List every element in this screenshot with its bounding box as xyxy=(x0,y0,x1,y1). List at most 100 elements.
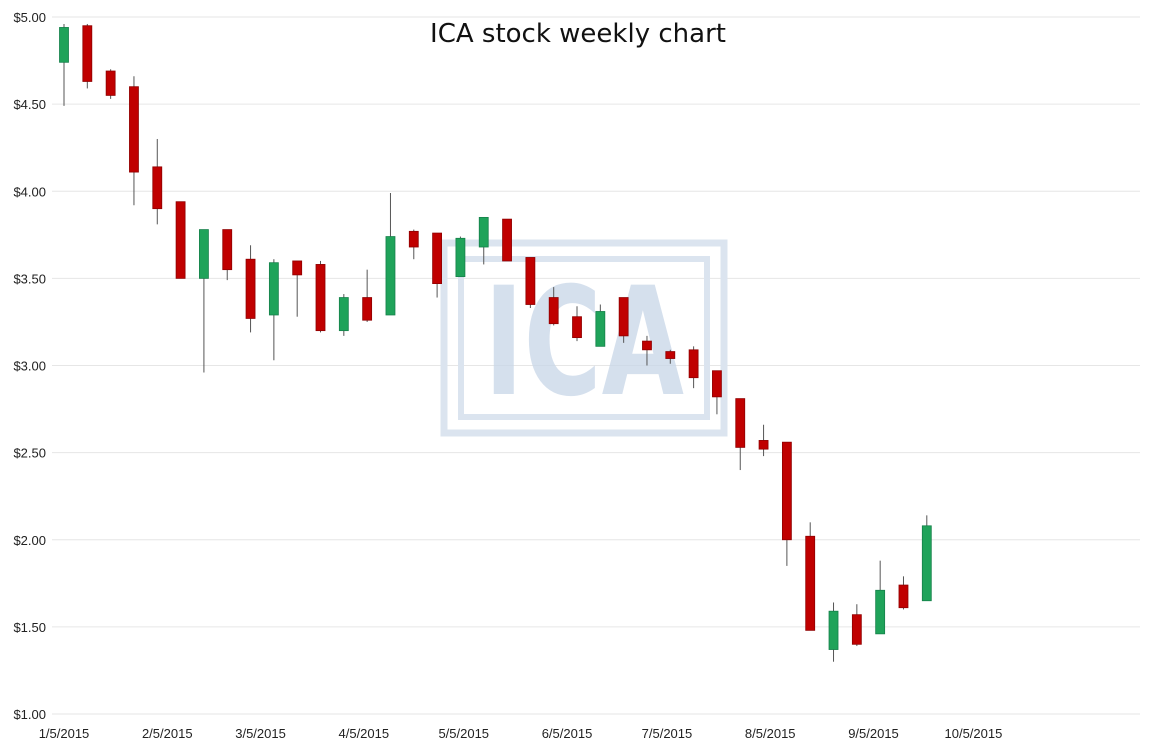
candle xyxy=(572,306,582,342)
candle-body-down xyxy=(129,86,139,173)
watermark-outer-frame xyxy=(440,239,728,437)
x-tick-label: 5/5/2015 xyxy=(438,726,489,741)
candle-body-up xyxy=(828,610,839,650)
candle xyxy=(478,216,489,265)
candle xyxy=(292,260,303,317)
candle-body-down xyxy=(222,229,233,271)
candle-body-up xyxy=(59,27,69,63)
x-tick-label: 2/5/2015 xyxy=(142,726,193,741)
candle xyxy=(222,229,233,281)
y-tick-label: $2.00 xyxy=(13,533,46,548)
candle-body-up xyxy=(921,525,932,602)
candle xyxy=(408,229,419,260)
candle xyxy=(758,424,769,457)
ica-watermark: ICA xyxy=(440,239,728,437)
candle xyxy=(642,335,652,366)
candle xyxy=(828,602,839,662)
candle-body-down xyxy=(362,297,373,321)
candle-body-down xyxy=(781,441,792,541)
candle-body-down xyxy=(292,260,303,276)
x-tick-label: 9/5/2015 xyxy=(848,726,899,741)
candle xyxy=(875,560,886,635)
candle xyxy=(268,259,279,361)
candle xyxy=(385,192,396,316)
candle xyxy=(781,441,792,566)
candle-body-up xyxy=(199,229,209,279)
watermark-text: ICA xyxy=(484,256,684,430)
candle-body-down xyxy=(665,351,676,359)
y-tick-label: $4.00 xyxy=(13,184,46,199)
candle xyxy=(129,76,139,206)
chart-title: ICA stock weekly chart xyxy=(430,19,726,49)
x-tick-label: 7/5/2015 xyxy=(642,726,693,741)
y-tick-label: $1.50 xyxy=(13,620,46,635)
candle xyxy=(455,236,466,278)
candle xyxy=(59,23,69,106)
candle-body-up xyxy=(268,262,279,316)
y-tick-label: $4.50 xyxy=(13,97,46,112)
candle-body-down xyxy=(642,340,652,351)
watermark-inner-frame xyxy=(458,256,710,420)
candle xyxy=(618,297,629,343)
candle xyxy=(152,138,163,225)
y-axis-ticks: $5.00 $4.50 $4.00 $3.50 $3.00 $2.50 $2.00 $1.50… xyxy=(13,10,46,722)
candle xyxy=(735,398,746,471)
candle-body-down xyxy=(548,297,559,325)
candle xyxy=(432,232,443,298)
candle xyxy=(595,304,606,347)
x-tick-label: 1/5/2015 xyxy=(39,726,90,741)
candle-body-down xyxy=(851,614,862,645)
x-tick-label: 3/5/2015 xyxy=(235,726,286,741)
candle xyxy=(105,69,116,99)
candle xyxy=(525,257,536,308)
candle-body-down xyxy=(735,398,746,448)
candles xyxy=(59,23,932,662)
candle-body-down xyxy=(898,584,909,609)
candle-body-down xyxy=(315,264,326,332)
candle xyxy=(175,201,186,279)
y-tick-label: $2.50 xyxy=(13,446,46,461)
y-tick-label: $3.00 xyxy=(13,359,46,374)
candle-body-down xyxy=(175,201,186,279)
candle-body-down xyxy=(432,232,443,285)
candle xyxy=(712,370,722,415)
candle xyxy=(362,269,373,322)
candle-body-down xyxy=(805,535,816,631)
candle-body-down xyxy=(525,257,536,305)
candle-body-up xyxy=(595,311,606,347)
candle-body-down xyxy=(712,370,722,398)
x-axis-ticks: 1/5/2015 2/5/2015 3/5/2015 4/5/2015 5/5/2015… xyxy=(39,726,1003,741)
candle xyxy=(921,515,932,602)
candle-body-down xyxy=(152,166,163,210)
candle xyxy=(199,229,209,373)
candle-body-down xyxy=(105,70,116,96)
candle xyxy=(315,260,326,333)
candle-body-up xyxy=(338,297,349,332)
candle-body-down xyxy=(572,316,582,339)
y-tick-label: $1.00 xyxy=(13,707,46,722)
x-tick-label: 4/5/2015 xyxy=(339,726,390,741)
x-tick-label: 10/5/2015 xyxy=(945,726,1003,741)
candle xyxy=(805,522,816,631)
candle-body-up xyxy=(478,216,489,248)
gridlines xyxy=(52,16,1140,715)
candle-body-down xyxy=(502,218,512,262)
y-tick-label: $5.00 xyxy=(13,10,46,25)
candle xyxy=(688,346,699,389)
candle xyxy=(502,218,512,262)
candle-body-down xyxy=(245,258,256,319)
candle-body-up xyxy=(875,589,886,635)
x-tick-label: 8/5/2015 xyxy=(745,726,796,741)
candle xyxy=(851,604,862,647)
candle-body-up xyxy=(385,236,396,316)
candle-body-up xyxy=(455,237,466,278)
candle xyxy=(898,576,909,610)
candle xyxy=(548,287,559,326)
candle-body-down xyxy=(758,440,769,450)
candle-body-down xyxy=(82,25,93,82)
candle-body-down xyxy=(688,349,699,379)
candle xyxy=(338,294,349,336)
candle xyxy=(82,23,93,89)
